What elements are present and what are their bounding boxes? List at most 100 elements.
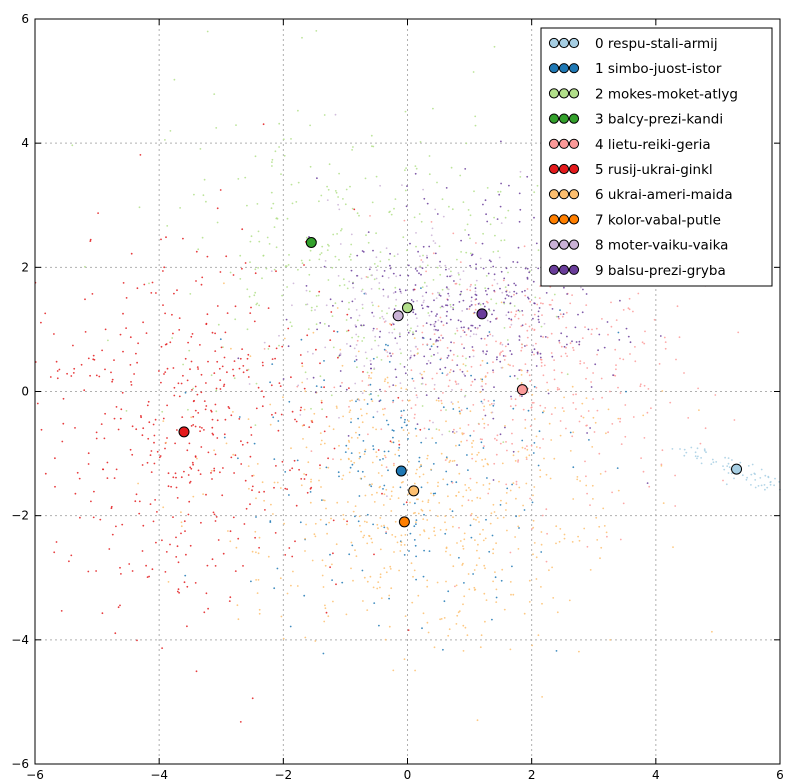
- data-point: [401, 399, 404, 402]
- data-point: [273, 458, 276, 460]
- data-point: [369, 266, 372, 268]
- data-point: [407, 432, 410, 434]
- data-point: [219, 471, 221, 474]
- data-point: [270, 191, 273, 194]
- data-point: [759, 477, 762, 479]
- data-point: [474, 293, 477, 296]
- data-point: [216, 437, 219, 439]
- data-point: [540, 325, 543, 328]
- data-point: [446, 275, 449, 278]
- legend-marker: [548, 163, 560, 175]
- data-point: [505, 290, 508, 293]
- data-point: [205, 405, 208, 407]
- data-point: [292, 570, 294, 573]
- data-point: [503, 327, 506, 329]
- data-point: [504, 286, 507, 289]
- data-point: [460, 440, 463, 443]
- data-point: [219, 189, 222, 191]
- data-point: [203, 400, 206, 402]
- data-point: [517, 459, 520, 462]
- data-point: [376, 265, 379, 267]
- data-point: [358, 495, 361, 497]
- data-point: [405, 388, 408, 391]
- data-point: [365, 293, 367, 295]
- data-point: [205, 382, 207, 384]
- data-point: [458, 556, 460, 559]
- data-point: [338, 172, 340, 175]
- data-point: [420, 508, 423, 511]
- data-point: [476, 326, 479, 329]
- data-point: [466, 308, 468, 310]
- data-point: [480, 441, 483, 444]
- data-point: [388, 361, 391, 363]
- data-point: [479, 533, 481, 536]
- data-point: [479, 438, 482, 440]
- data-point: [646, 482, 649, 484]
- data-point: [258, 608, 261, 611]
- data-point: [422, 612, 425, 615]
- data-point: [320, 443, 322, 446]
- data-point: [703, 448, 706, 451]
- data-point: [437, 329, 439, 332]
- legend-label: 2 mokes-moket-atlyg: [595, 86, 738, 102]
- x-tick-label: 6: [776, 768, 784, 782]
- data-point: [619, 299, 621, 302]
- data-point: [519, 170, 522, 173]
- data-point: [469, 289, 472, 292]
- data-point: [533, 418, 536, 420]
- data-point: [439, 316, 442, 319]
- data-point: [389, 565, 392, 568]
- data-point: [129, 364, 132, 366]
- data-point: [411, 601, 414, 604]
- data-point: [520, 374, 523, 376]
- data-point: [517, 450, 520, 453]
- data-point: [192, 463, 195, 466]
- data-point: [131, 425, 134, 428]
- data-point: [355, 431, 357, 434]
- data-point: [401, 184, 403, 187]
- data-point: [389, 440, 392, 443]
- data-point: [280, 173, 282, 176]
- data-point: [191, 461, 194, 464]
- data-point: [439, 273, 442, 276]
- data-point: [482, 350, 484, 353]
- data-point: [525, 458, 528, 460]
- data-point: [509, 375, 512, 378]
- data-point: [480, 400, 483, 403]
- data-point: [380, 428, 383, 431]
- data-point: [251, 489, 253, 492]
- data-point: [364, 494, 367, 497]
- data-point: [413, 539, 416, 541]
- data-point: [383, 270, 386, 272]
- data-point: [542, 302, 544, 305]
- data-point: [674, 474, 676, 477]
- data-point: [486, 362, 489, 364]
- data-point: [622, 309, 625, 311]
- data-point: [521, 324, 524, 327]
- data-point: [255, 579, 257, 581]
- data-point: [172, 367, 175, 369]
- data-point: [423, 427, 426, 430]
- data-point: [205, 200, 207, 203]
- data-point: [410, 407, 413, 410]
- data-point: [399, 348, 401, 351]
- data-point: [577, 313, 579, 316]
- data-point: [160, 345, 163, 348]
- data-point: [290, 584, 292, 587]
- data-point: [592, 398, 594, 400]
- data-point: [433, 328, 435, 331]
- data-point: [273, 268, 276, 271]
- data-point: [504, 345, 507, 348]
- data-point: [500, 366, 503, 369]
- data-point: [533, 216, 535, 219]
- data-point: [216, 305, 219, 307]
- data-point: [603, 525, 606, 527]
- data-point: [366, 513, 369, 516]
- data-point: [415, 330, 417, 332]
- data-point: [167, 472, 170, 475]
- data-point: [541, 602, 543, 605]
- data-point: [527, 409, 530, 412]
- data-point: [405, 501, 408, 504]
- data-point: [525, 344, 528, 347]
